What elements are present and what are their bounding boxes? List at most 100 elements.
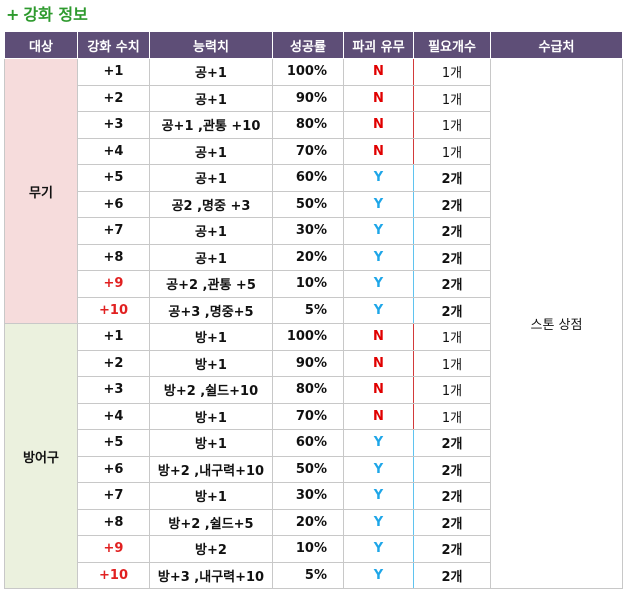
stat-cell: 공+1 <box>149 164 273 192</box>
count-cell: 2개 <box>413 535 491 563</box>
count-cell: 2개 <box>413 561 491 589</box>
stat-cell: 공+1 <box>149 243 273 271</box>
count-cell: 1개 <box>413 402 491 430</box>
level-cell: +8 <box>77 508 150 536</box>
level-cell: +3 <box>77 111 150 139</box>
stat-cell: 공+2 ,관통 +5 <box>149 270 273 298</box>
table-row: +9 방+2 10% Y 2개 <box>5 535 623 563</box>
count-cell: 1개 <box>413 58 491 86</box>
destroy-cell: N <box>343 349 414 377</box>
table-header-row: 대상 강화 수치 능력치 성공률 파괴 유무 필요개수 수급처 <box>4 31 623 59</box>
level-cell: +2 <box>77 84 150 112</box>
target-weapon: 무기 <box>4 58 78 324</box>
stat-cell: 공+1 <box>149 84 273 112</box>
rate-cell: 80% <box>272 376 344 404</box>
count-cell: 2개 <box>413 190 491 218</box>
rate-cell: 10% <box>272 535 344 563</box>
table-row: 무기 +1 공+1 100% N 1개 스톤 상점 <box>4 58 623 589</box>
header-rate: 성공률 <box>272 31 344 59</box>
rate-cell: 30% <box>272 482 344 510</box>
destroy-cell: N <box>343 376 414 404</box>
table-row: +10 방+3 ,내구력+10 5% Y 2개 <box>5 561 623 589</box>
level-cell: +10 <box>77 561 150 589</box>
destroy-cell: N <box>343 323 414 351</box>
header-stat: 능력치 <box>149 31 273 59</box>
table-row: +4 공+1 70% N 1개 <box>5 137 623 165</box>
header-target: 대상 <box>4 31 78 59</box>
level-cell: +8 <box>77 243 150 271</box>
plus-icon: + <box>6 5 20 24</box>
section-title-text: 강화 정보 <box>23 5 88 24</box>
table-row: +2 방+1 90% N 1개 <box>5 349 623 377</box>
count-cell: 2개 <box>413 455 491 483</box>
count-cell: 2개 <box>413 508 491 536</box>
level-cell: +1 <box>77 323 150 351</box>
header-count: 필요개수 <box>413 31 491 59</box>
rate-cell: 50% <box>272 190 344 218</box>
destroy-cell: Y <box>343 535 414 563</box>
rate-cell: 10% <box>272 270 344 298</box>
stat-cell: 공2 ,명중 +3 <box>149 190 273 218</box>
rate-cell: 80% <box>272 111 344 139</box>
level-cell: +7 <box>77 217 150 245</box>
rate-cell: 50% <box>272 455 344 483</box>
rate-cell: 70% <box>272 137 344 165</box>
stat-cell: 방+1 <box>149 429 273 457</box>
stat-cell: 공+3 ,명중+5 <box>149 296 273 324</box>
rate-cell: 30% <box>272 217 344 245</box>
rate-cell: 20% <box>272 243 344 271</box>
rate-cell: 60% <box>272 429 344 457</box>
stat-cell: 방+1 <box>149 323 273 351</box>
count-cell: 1개 <box>413 376 491 404</box>
destroy-cell: Y <box>343 429 414 457</box>
level-cell: +10 <box>77 296 150 324</box>
count-cell: 1개 <box>413 323 491 351</box>
count-cell: 2개 <box>413 270 491 298</box>
rate-cell: 70% <box>272 402 344 430</box>
destroy-cell: Y <box>343 217 414 245</box>
enhancement-table: 대상 강화 수치 능력치 성공률 파괴 유무 필요개수 수급처 무기 +1 공+1 1… <box>4 31 623 589</box>
table-row: +4 방+1 70% N 1개 <box>5 402 623 430</box>
rate-cell: 100% <box>272 323 344 351</box>
stat-cell: 방+2 ,쉴드+10 <box>149 376 273 404</box>
level-cell: +5 <box>77 164 150 192</box>
level-cell: +3 <box>77 376 150 404</box>
stat-cell: 방+1 <box>149 402 273 430</box>
count-cell: 1개 <box>413 84 491 112</box>
table-row: +3 방+2 ,쉴드+10 80% N 1개 <box>5 376 623 404</box>
stat-cell: 방+1 <box>149 482 273 510</box>
count-cell: 2개 <box>413 429 491 457</box>
target-armor: 방어구 <box>4 323 78 589</box>
table-row: +5 공+1 60% Y 2개 <box>5 164 623 192</box>
count-cell: 2개 <box>413 296 491 324</box>
count-cell: 1개 <box>413 111 491 139</box>
count-cell: 2개 <box>413 482 491 510</box>
rate-cell: 90% <box>272 84 344 112</box>
destroy-cell: N <box>343 84 414 112</box>
stat-cell: 방+2 ,쉴드+5 <box>149 508 273 536</box>
destroy-cell: N <box>343 58 414 86</box>
count-cell: 2개 <box>413 164 491 192</box>
table-row: +6 방+2 ,내구력+10 50% Y 2개 <box>5 455 623 483</box>
destroy-cell: Y <box>343 190 414 218</box>
level-cell: +9 <box>77 270 150 298</box>
table-row: +8 공+1 20% Y 2개 <box>5 243 623 271</box>
level-cell: +4 <box>77 137 150 165</box>
count-cell: 1개 <box>413 137 491 165</box>
destroy-cell: Y <box>343 482 414 510</box>
source-cell: 스톤 상점 <box>490 58 623 589</box>
header-source: 수급처 <box>490 31 623 59</box>
table-row: +8 방+2 ,쉴드+5 20% Y 2개 <box>5 508 623 536</box>
table-row: +3 공+1 ,관통 +10 80% N 1개 <box>5 111 623 139</box>
level-cell: +5 <box>77 429 150 457</box>
table-row: +10 공+3 ,명중+5 5% Y 2개 <box>5 296 623 324</box>
stat-cell: 방+3 ,내구력+10 <box>149 561 273 589</box>
rate-cell: 100% <box>272 58 344 86</box>
level-cell: +4 <box>77 402 150 430</box>
level-cell: +7 <box>77 482 150 510</box>
level-cell: +6 <box>77 190 150 218</box>
destroy-cell: Y <box>343 455 414 483</box>
stat-cell: 공+1 ,관통 +10 <box>149 111 273 139</box>
header-level: 강화 수치 <box>77 31 150 59</box>
level-cell: +6 <box>77 455 150 483</box>
